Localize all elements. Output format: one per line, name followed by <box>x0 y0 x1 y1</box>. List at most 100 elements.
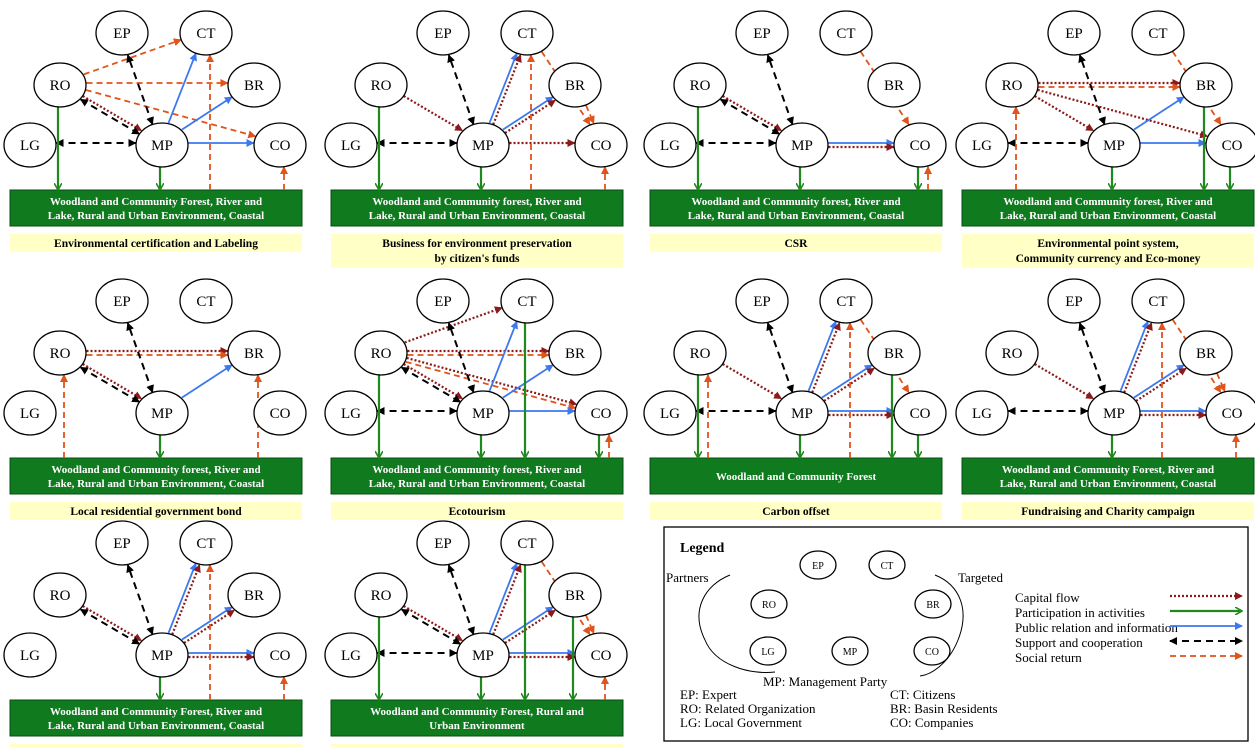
arrow-public <box>167 52 197 124</box>
node-label: CT <box>196 294 215 310</box>
legend-abbreviation: BR: Basin Residents <box>890 701 998 716</box>
node-label: LG <box>341 406 361 422</box>
node-ep: EP <box>735 10 789 56</box>
scope-bar-text: Woodland and Community Forest, River and <box>50 706 262 718</box>
legend-node-co: CO <box>913 636 951 666</box>
node-br: BR <box>1179 62 1233 108</box>
flow-arrows <box>1007 318 1240 458</box>
node-label: LG <box>341 138 361 154</box>
panel-4: Woodland and Community forest, River and… <box>955 10 1255 268</box>
scope-bar-text: Woodland and Community Forest, River and <box>1002 464 1214 476</box>
panel-caption: Adopt and the Foster ownership system <box>331 744 623 747</box>
arrow-capital <box>492 564 522 635</box>
arrow-public <box>488 52 518 124</box>
node-label: CO <box>270 648 291 664</box>
panel-6: Woodland and Community forest, River and… <box>324 278 628 520</box>
legend-partners-label: Partners <box>666 570 709 585</box>
legend-abbreviation: CT: Citizens <box>890 687 955 702</box>
node-label: RO <box>371 588 392 604</box>
node-label: EP <box>753 26 771 42</box>
node-ep: EP <box>1047 10 1101 56</box>
legend-node-label: LG <box>761 647 774 658</box>
legend-abbreviation: CO: Companies <box>890 715 973 730</box>
arrow-public <box>167 562 197 634</box>
node-label: CT <box>1148 294 1167 310</box>
legend-flow-label: Support and cooperation <box>1015 635 1143 650</box>
nodes: EP CT RO BR LG MP CO <box>3 278 307 436</box>
node-label: LG <box>660 406 680 422</box>
arrow-public <box>181 96 233 131</box>
node-label: CT <box>1148 26 1167 42</box>
node-label: CO <box>910 406 931 422</box>
arrow-public <box>502 606 554 641</box>
legend-flow-support: Support and cooperation <box>1015 635 1243 650</box>
flow-arrows <box>378 50 609 190</box>
legend-node-ro: RO <box>750 589 788 619</box>
node-label: LG <box>20 648 40 664</box>
node-label: MP <box>472 406 494 422</box>
node-label: RO <box>50 588 71 604</box>
legend-abbreviation: RO: Related Organization <box>680 701 816 716</box>
arrow-public <box>821 364 873 399</box>
arrow-capital <box>504 609 556 644</box>
scope-bar: Woodland and Community Forest, River and… <box>9 699 303 737</box>
node-ep: EP <box>95 278 149 324</box>
nodes: EP CT RO BR LG MP CO <box>3 520 307 678</box>
scope-bar: Woodland and Community forest, River and… <box>9 457 303 495</box>
scope-bar-text: Woodland and Community Forest, River and <box>50 196 262 208</box>
flow-arrows <box>378 560 609 700</box>
arrow-public <box>488 320 518 392</box>
nodes: EP CT RO BR LG MP CO <box>643 10 947 168</box>
panel-caption-text: CSR <box>784 238 808 250</box>
node-mp: MP <box>456 390 510 436</box>
node-co: CO <box>253 632 307 678</box>
legend-node-label: EP <box>812 561 824 572</box>
node-label: CT <box>196 536 215 552</box>
arrow-capital <box>404 306 503 344</box>
scope-bar-text: Lake, Rural and Urban Environment, Coast… <box>688 210 904 222</box>
panel-caption: Environmental certification and Labeling <box>10 234 302 252</box>
arrow-capital <box>1034 95 1095 132</box>
node-label: LG <box>20 138 40 154</box>
scope-bar: Woodland and Community Forest <box>649 457 943 495</box>
arrow-social <box>585 614 595 635</box>
arrow-support <box>447 564 475 636</box>
node-label: MP <box>151 138 173 154</box>
node-label: BR <box>244 588 264 604</box>
node-br: BR <box>548 62 602 108</box>
node-ct: CT <box>179 10 233 56</box>
panel-caption-text: by citizen's funds <box>435 253 521 265</box>
node-label: CO <box>591 648 612 664</box>
node-label: LG <box>972 406 992 422</box>
node-label: CT <box>836 294 855 310</box>
arrow-capital <box>82 95 143 132</box>
node-br: BR <box>548 572 602 618</box>
scope-bar-text: Woodland and Community forest, River and <box>691 196 900 208</box>
panel-caption-text: Fundraising and Charity campaign <box>1021 506 1195 518</box>
arrow-capital <box>403 605 464 642</box>
node-label: MP <box>791 406 813 422</box>
arrow-capital <box>183 609 235 644</box>
scope-bar-text: Lake, Rural and Urban Environment, Coast… <box>48 720 264 732</box>
node-mp: MP <box>135 390 189 436</box>
node-label: CT <box>196 26 215 42</box>
node-label: MP <box>151 648 173 664</box>
arrow-support <box>766 322 794 394</box>
node-co: CO <box>1205 122 1255 168</box>
node-lg: LG <box>324 390 378 436</box>
node-ro: RO <box>673 62 727 108</box>
nodes: EP CT RO BR LG MP CO <box>643 278 947 436</box>
node-mp: MP <box>135 632 189 678</box>
node-lg: LG <box>643 122 697 168</box>
node-mp: MP <box>1087 122 1141 168</box>
node-mp: MP <box>456 632 510 678</box>
scope-bar: Woodland and Community forest, River and… <box>961 189 1255 227</box>
scope-bar-text: Woodland and Community forest, River and <box>51 464 260 476</box>
node-label: CT <box>836 26 855 42</box>
node-label: BR <box>884 78 904 94</box>
scope-bar: Woodland and Community Forest, River and… <box>9 189 303 227</box>
arrow-public <box>181 364 233 399</box>
node-label: MP <box>1103 406 1125 422</box>
node-label: RO <box>50 78 71 94</box>
nodes: EP CT RO BR LG MP CO <box>955 278 1255 436</box>
